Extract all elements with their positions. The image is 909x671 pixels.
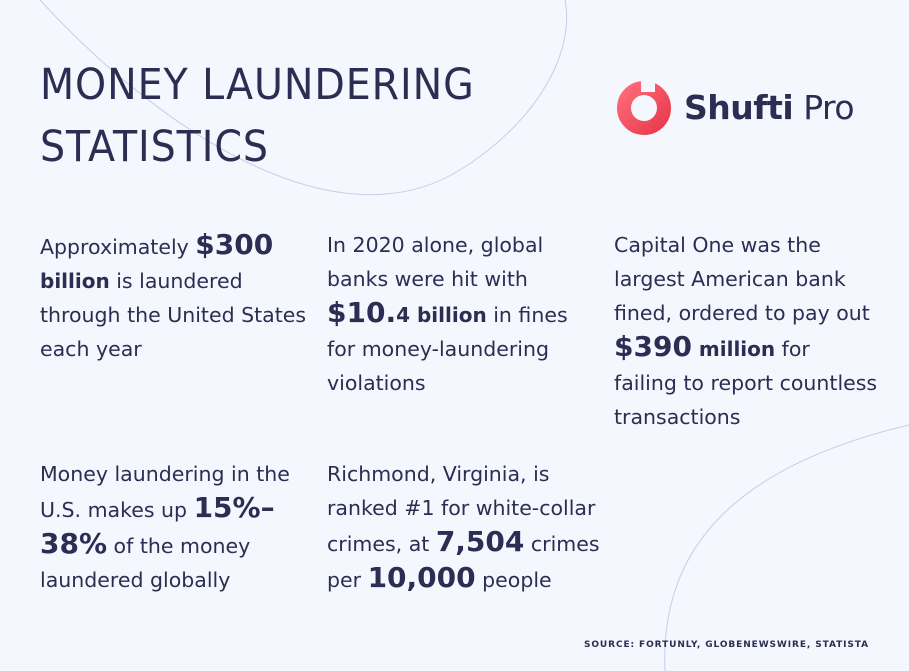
page-title: MONEY LAUNDERING STATISTICS	[40, 54, 475, 178]
stat-highlight-value: $300	[195, 228, 274, 261]
ring-logo-icon	[617, 74, 671, 135]
shufti-pro-logo: Shufti Pro	[614, 72, 855, 142]
stat-text: people	[475, 568, 552, 592]
stat-text: of the money laundered globally	[40, 534, 251, 592]
logo-wordmark: Shufti Pro	[684, 87, 855, 127]
stat-text: In 2020 alone, global banks were hit wit…	[327, 233, 544, 291]
stat-text: Richmond, Virginia, is ranked #1 for whi…	[327, 462, 596, 556]
stat-text: Approximately	[40, 235, 196, 259]
stat-capital-one: Capital One was the largest American ban…	[614, 228, 879, 434]
title-line-1: MONEY LAUNDERING	[40, 60, 475, 110]
stat-richmond: Richmond, Virginia, is ranked #1 for whi…	[327, 457, 612, 597]
stat-text: crimes per	[327, 532, 600, 592]
stat-highlight-value: $390	[614, 330, 692, 363]
stat-highlight-value: $10.	[327, 296, 397, 329]
stat-highlight-value-2: 10,000	[367, 561, 476, 594]
stat-highlight-value: 15%–38%	[40, 491, 275, 560]
title-line-2: STATISTICS	[40, 122, 269, 172]
logo-word-pro: Pro	[803, 87, 855, 127]
stat-highlight-unit: billion	[40, 269, 110, 293]
stat-highlight-unit: million	[691, 337, 776, 361]
stat-global-share: Money laundering in the U.S. makes up 15…	[40, 457, 315, 597]
stat-text: for failing to report countless transact…	[614, 337, 878, 429]
stat-bank-fines: In 2020 alone, global banks were hit wit…	[327, 228, 602, 400]
stat-text: Capital One was the largest American ban…	[614, 233, 870, 325]
stat-text: Money laundering in the U.S. makes up	[40, 462, 290, 522]
stat-text: in fines for money-laundering violations	[327, 303, 568, 395]
source-note: SOURCE: FORTUNLY, GLOBENEWSWIRE, STATIST…	[584, 640, 869, 650]
stat-text: is laundered through the United States e…	[40, 269, 307, 361]
logo-word-shufti: Shufti	[684, 87, 794, 127]
stat-us-laundering: Approximately $300 billion is laundered …	[40, 228, 315, 366]
stat-highlight-value: 7,504	[435, 525, 525, 558]
stat-highlight-unit: 4 billion	[396, 303, 487, 327]
